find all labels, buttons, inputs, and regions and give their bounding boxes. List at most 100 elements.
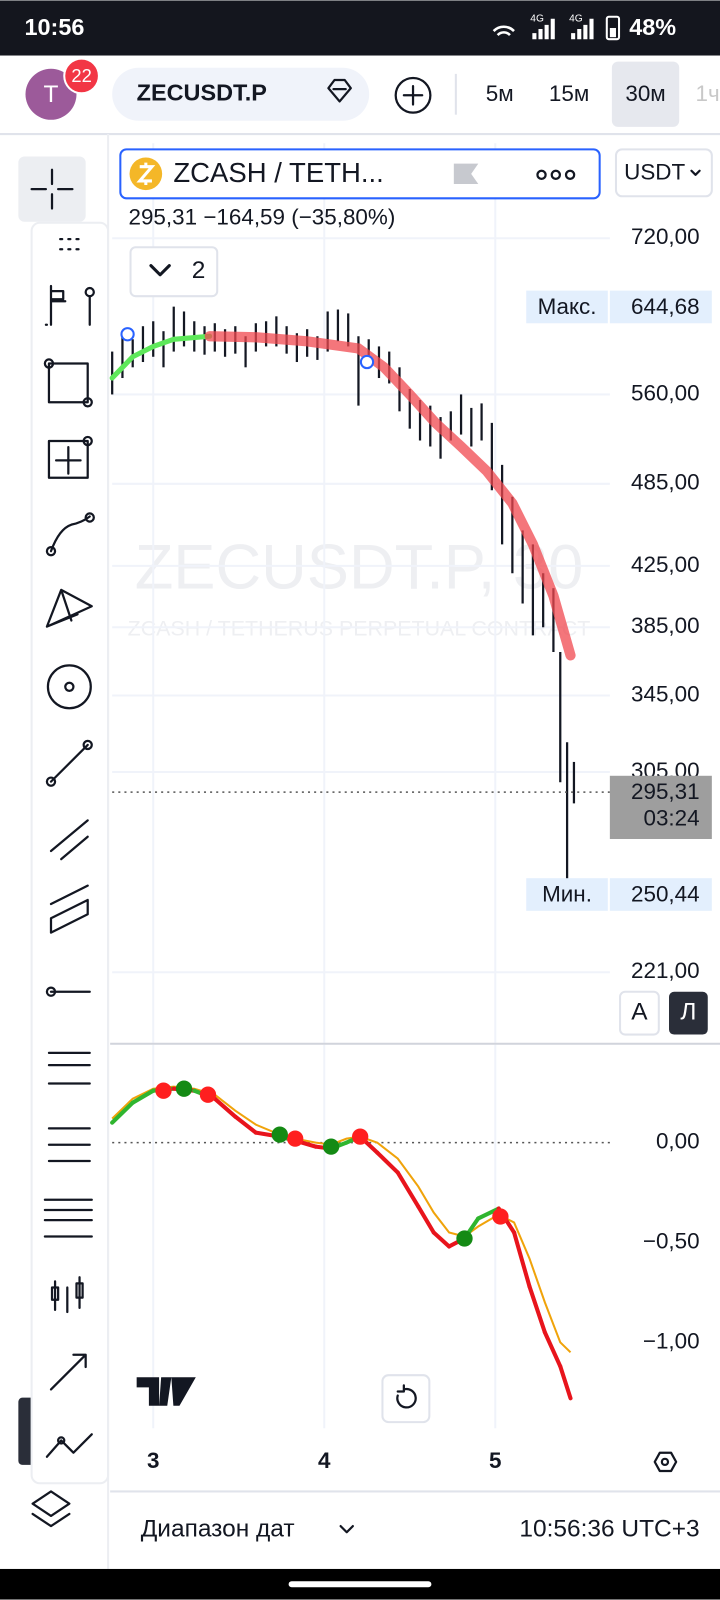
symbol-legend[interactable] (119, 148, 601, 200)
cross-dot (199, 1086, 217, 1103)
oscillator-segment (375, 1150, 400, 1175)
oscillator-segment (431, 1230, 452, 1249)
log-scale[interactable] (669, 991, 708, 1035)
indicators-toggle[interactable] (129, 246, 219, 298)
y-tick-label: 385,00 (631, 613, 700, 638)
y-tick-label: 345,00 (631, 681, 700, 706)
log-scale-label: Л (680, 999, 696, 1026)
coin-glyph (136, 162, 156, 186)
battery-text: 48% (629, 14, 676, 40)
trend-line (204, 331, 576, 661)
trend-line (109, 333, 213, 381)
last-price: 295,31 (631, 779, 700, 804)
min-name: Мин. (542, 881, 592, 906)
signal-icon (571, 18, 594, 40)
settings-dot (660, 1457, 670, 1467)
y-tick-label: 0,00 (656, 1129, 700, 1154)
y-tick-label: −0,50 (643, 1228, 700, 1253)
chevron (339, 1524, 354, 1534)
change-percent: (−35,80%) (291, 205, 395, 230)
oscillator-segment (416, 1204, 436, 1235)
min-name-tag (526, 878, 608, 911)
more-dot (550, 169, 562, 181)
oscillator-segment (512, 1230, 532, 1289)
currency-button[interactable] (614, 148, 713, 198)
watermark-subtitle: ZCASH / TETHERUS PERPETUAL CONTRACT (128, 616, 591, 640)
battery-level (609, 27, 616, 38)
signal-marker (120, 327, 135, 342)
notification-count: 22 (71, 65, 91, 86)
currency: USDT (624, 160, 685, 185)
chevron (690, 169, 701, 176)
settings-icon[interactable] (653, 1451, 678, 1473)
wifi-icon (492, 25, 515, 37)
cross-dot (287, 1130, 304, 1147)
change: −164,59 (203, 205, 285, 230)
oscillator-segment (558, 1364, 573, 1401)
cross-dot (271, 1126, 288, 1143)
interval[interactable]: 15м (549, 81, 589, 106)
price: 295,31 (128, 205, 197, 230)
flag-icon[interactable] (453, 163, 479, 185)
network-label: 4G (569, 13, 583, 24)
battery-icon (605, 15, 621, 41)
indicators-count: 2 (192, 257, 206, 284)
notification-badge (63, 57, 100, 95)
oscillator-segment (395, 1170, 421, 1209)
reset-button[interactable] (381, 1374, 431, 1424)
max-name-tag (526, 290, 608, 324)
status-bar (0, 0, 720, 56)
pro-icon (327, 78, 352, 103)
interval[interactable]: 5м (486, 81, 514, 106)
x-tick-label: 4 (318, 1448, 331, 1473)
crosshair-button[interactable] (18, 156, 86, 222)
clock-utc[interactable]: 10:56:36 UTC+3 (519, 1516, 699, 1543)
signal-icon (532, 18, 555, 40)
oscillator-segment (542, 1330, 563, 1369)
reset-icon (396, 1384, 417, 1409)
max-value: 644,68 (631, 294, 700, 319)
interval[interactable]: 30м (625, 81, 665, 106)
x-tick-label: 3 (147, 1448, 159, 1473)
more-dot (536, 169, 547, 181)
y-tick-label: −1,00 (643, 1328, 700, 1353)
x-tick-label: 5 (489, 1448, 501, 1473)
y-tick-label: 221,00 (631, 958, 700, 983)
signal-marker (359, 354, 375, 370)
max-name: Макс. (538, 294, 597, 319)
y-tick-label: 560,00 (631, 380, 700, 405)
auto-scale-label: A (631, 999, 648, 1026)
add-icon (402, 84, 424, 106)
y-tick-label: 425,00 (631, 552, 700, 577)
add-button[interactable] (394, 76, 432, 114)
auto-scale[interactable] (619, 990, 660, 1036)
cross-dot (492, 1208, 509, 1225)
interval-selected (611, 61, 680, 127)
plot: 3 4 5720,00560,00485,00425,00385,00345,003… (109, 143, 712, 1473)
price-line: 295,31 −164,59 (−35,80%) (128, 205, 395, 230)
oscillator-segment (212, 1096, 238, 1119)
more-dot (564, 169, 576, 181)
symbol: ZECUSDT.P (137, 79, 267, 105)
date-range[interactable]: Диапазон дат (141, 1516, 295, 1543)
min-value: 250,44 (631, 881, 700, 906)
clock: 10:56 (24, 14, 84, 40)
chevron (149, 264, 171, 277)
home-indicator (288, 1581, 432, 1588)
crosshair-icon (30, 168, 74, 210)
interval[interactable]: 1ч (696, 81, 720, 106)
y-tick-label: 485,00 (631, 470, 700, 495)
avatar[interactable] (25, 68, 77, 120)
cross-dot (175, 1080, 193, 1097)
oscillator-segment (527, 1284, 547, 1335)
y-tick-label: 720,00 (631, 224, 700, 249)
oscillator-segment (130, 1088, 156, 1105)
symbol-search[interactable] (112, 67, 370, 121)
oscillator-segment (233, 1114, 258, 1135)
min-tag (609, 878, 712, 911)
countdown: 03:24 (643, 806, 699, 831)
cross-dot (352, 1128, 369, 1145)
cross-dot (155, 1082, 172, 1099)
